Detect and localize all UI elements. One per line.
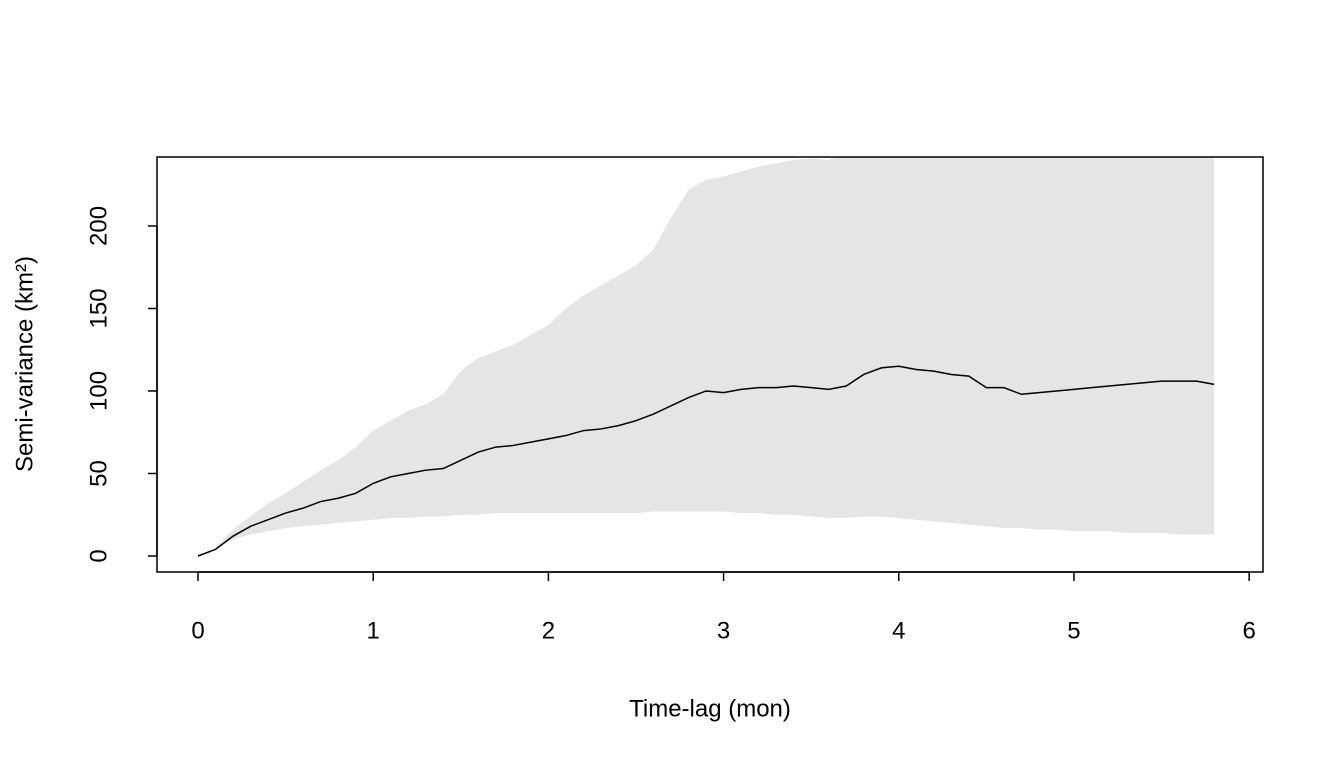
y-tick-label: 200 <box>85 206 112 246</box>
y-axis-label: Semi-variance (km²) <box>11 256 38 472</box>
plot-area <box>197 157 1215 557</box>
y-tick-label: 150 <box>85 288 112 328</box>
x-tick-label: 6 <box>1242 617 1255 644</box>
x-tick-label: 4 <box>892 617 905 644</box>
x-tick-label: 1 <box>367 617 380 644</box>
x-tick-label: 0 <box>191 617 204 644</box>
x-axis-label: Time-lag (mon) <box>629 695 791 722</box>
y-tick-label: 0 <box>85 549 112 562</box>
semivariance-line <box>197 365 1215 557</box>
x-tick-label: 5 <box>1067 617 1080 644</box>
x-tick-label: 3 <box>717 617 730 644</box>
y-tick-label: 100 <box>85 371 112 411</box>
x-tick-label: 2 <box>542 617 555 644</box>
y-tick-label: 50 <box>85 460 112 487</box>
confidence-band <box>198 157 1215 556</box>
